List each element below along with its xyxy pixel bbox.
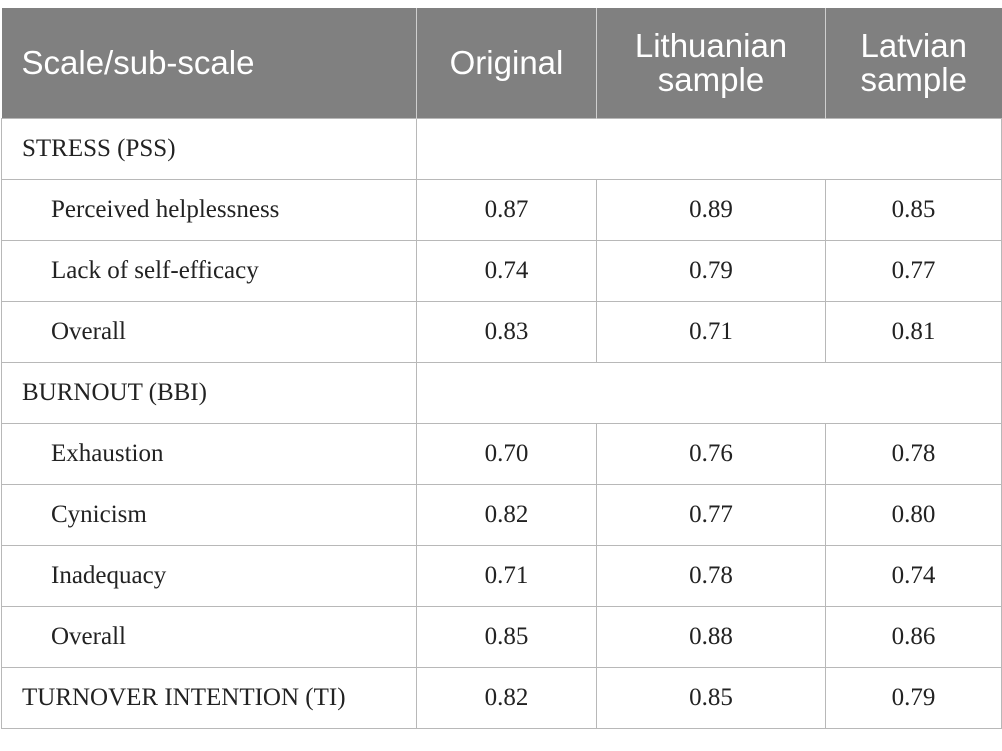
row-label: Overall [1, 605, 417, 668]
value-original: 0.85 [416, 605, 597, 668]
row-label: Overall [1, 300, 417, 363]
table-row: Overall 0.83 0.71 0.81 [1, 300, 1002, 363]
section-row-burnout: BURNOUT (BBI) [1, 361, 1002, 424]
row-label: Lack of self-efficacy [1, 239, 417, 302]
value-original: 0.82 [416, 666, 597, 729]
value-latvian: 0.74 [825, 544, 1002, 607]
reliability-table: Scale/sub-scale Original Lithuanian samp… [1, 8, 1002, 729]
value-latvian: 0.77 [825, 239, 1002, 302]
value-original: 0.74 [416, 239, 597, 302]
header-lithuanian: Lithuanian sample [596, 8, 826, 118]
value-latvian: 0.81 [825, 300, 1002, 363]
value-lithuanian: 0.79 [596, 239, 826, 302]
value-original: 0.87 [416, 178, 597, 241]
value-latvian: 0.78 [825, 422, 1002, 485]
value-original: 0.71 [416, 544, 597, 607]
value-original: 0.83 [416, 300, 597, 363]
table-row: Overall 0.85 0.88 0.86 [1, 605, 1002, 668]
value-latvian: 0.86 [825, 605, 1002, 668]
value-lithuanian: 0.77 [596, 483, 826, 546]
table-header: Scale/sub-scale Original Lithuanian samp… [1, 8, 1002, 118]
value-lithuanian: 0.71 [596, 300, 826, 363]
value-original: 0.82 [416, 483, 597, 546]
value-latvian: 0.79 [825, 666, 1002, 729]
table-row: Exhaustion 0.70 0.76 0.78 [1, 422, 1002, 485]
section-blank [416, 117, 1002, 180]
value-original: 0.70 [416, 422, 597, 485]
header-latvian: Latvian sample [825, 8, 1002, 118]
value-lithuanian: 0.78 [596, 544, 826, 607]
value-lithuanian: 0.89 [596, 178, 826, 241]
row-label: Cynicism [1, 483, 417, 546]
header-row: Scale/sub-scale Original Lithuanian samp… [1, 8, 1002, 118]
table-row: Inadequacy 0.71 0.78 0.74 [1, 544, 1002, 607]
section-title-burnout: BURNOUT (BBI) [1, 361, 417, 424]
value-lithuanian: 0.85 [596, 666, 826, 729]
table-body: STRESS (PSS) Perceived helplessness 0.87… [1, 117, 1002, 729]
section-blank [416, 361, 1002, 424]
table-row: Lack of self-efficacy 0.74 0.79 0.77 [1, 239, 1002, 302]
section-row-stress: STRESS (PSS) [1, 117, 1002, 180]
row-label: Exhaustion [1, 422, 417, 485]
row-label: Inadequacy [1, 544, 417, 607]
table-row-turnover: TURNOVER INTENTION (TI) 0.82 0.85 0.79 [1, 666, 1002, 729]
section-title-stress: STRESS (PSS) [1, 117, 417, 180]
header-scale: Scale/sub-scale [1, 8, 417, 118]
row-label-turnover: TURNOVER INTENTION (TI) [1, 666, 417, 729]
value-lithuanian: 0.76 [596, 422, 826, 485]
table-row: Cynicism 0.82 0.77 0.80 [1, 483, 1002, 546]
value-lithuanian: 0.88 [596, 605, 826, 668]
value-latvian: 0.80 [825, 483, 1002, 546]
header-original: Original [416, 8, 597, 118]
value-latvian: 0.85 [825, 178, 1002, 241]
table-row: Perceived helplessness 0.87 0.89 0.85 [1, 178, 1002, 241]
row-label: Perceived helplessness [1, 178, 417, 241]
